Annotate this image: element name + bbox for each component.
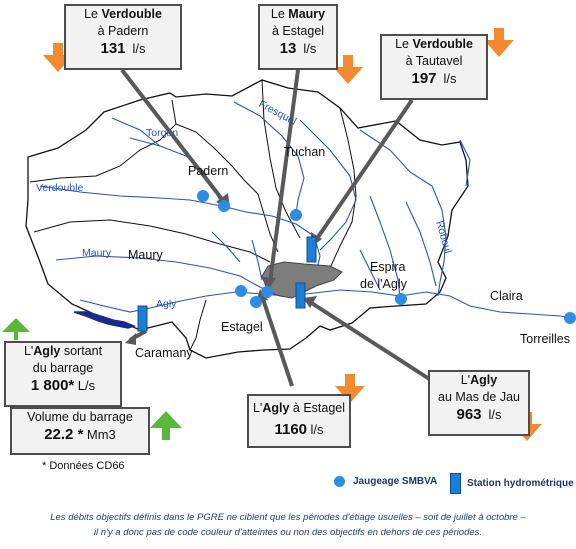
hydrometric-stations — [137, 236, 317, 332]
place-padern: Padern — [188, 164, 228, 178]
place-estagel: Estagel — [221, 320, 263, 334]
place-espira-2: de l'Agly — [360, 277, 408, 291]
jaugeage-points — [197, 190, 576, 324]
footer-line-1: Les débits objectifs définis dans le PGR… — [50, 512, 526, 523]
river-label-verdouble: Verdouble — [36, 182, 83, 194]
jaugeage-dot-icon — [334, 476, 345, 487]
river-label-agly: Agly — [156, 298, 177, 310]
box-volume-barrage: Volume du barrage 22.2 * Mm3 — [10, 407, 150, 455]
place-caramany: Caramany — [135, 346, 193, 360]
box-agly-estagel: L'Agly à Estagel 1160 l/s — [247, 394, 351, 448]
jaugeage-point — [197, 190, 209, 202]
place-torreilles: Torreilles — [520, 332, 570, 346]
jaugeage-point — [235, 285, 247, 297]
agly-gorge-area — [261, 261, 343, 299]
legend-jaugeage-label: Jaugeage SMBVA — [353, 476, 438, 487]
station-rect-icon — [450, 473, 461, 494]
trend-up-arrow — [150, 411, 182, 440]
legend-jaugeage: Jaugeage SMBVA — [334, 476, 437, 487]
box-verdouble-padern: Le Verdouble à Padern 131 l/s — [64, 4, 182, 70]
sub-basin-boundaries — [29, 79, 357, 351]
legend-station-label: Station hydrométrique — [467, 478, 574, 489]
trend-down-arrow — [335, 374, 365, 403]
box-verdouble-tautavel: Le Verdouble à Tautavel 197 l/s — [380, 34, 488, 100]
trend-down-arrow — [484, 28, 514, 57]
jaugeage-point — [395, 293, 407, 305]
river-label-maury: Maury — [82, 247, 112, 259]
place-tuchan: Tuchan — [284, 145, 325, 159]
data-source-note: * Données CD66 — [42, 460, 125, 472]
station-marker — [295, 282, 306, 309]
place-maury: Maury — [128, 248, 163, 262]
box-agly-barrage: L'Agly sortant du barrage 1 800* L/s — [4, 341, 122, 407]
footer-line-2: il n'y a donc pas de code couleur d'atte… — [93, 527, 483, 538]
trend-down-arrow — [43, 43, 73, 72]
jaugeage-point — [564, 312, 576, 324]
station-marker — [306, 236, 317, 263]
river-label-torgan: Torgan — [146, 127, 178, 139]
station-pointers — [120, 68, 436, 387]
jaugeage-point — [218, 200, 230, 212]
trend-down-arrow — [333, 55, 363, 84]
trend-arrows-up — [2, 318, 182, 440]
jaugeage-point — [261, 286, 273, 298]
jaugeage-point — [290, 209, 302, 221]
place-espira-1: Espira — [370, 260, 405, 274]
trend-up-arrow — [2, 318, 30, 340]
legend-station: Station hydrométrique — [450, 473, 574, 494]
box-agly-masdejau: L'Agly au Mas de Jau 963 l/s — [428, 370, 530, 436]
station-marker — [137, 305, 148, 332]
box-maury-estagel: Le Maury à Estagel 13 l/s — [258, 4, 338, 70]
place-claira: Claira — [490, 289, 523, 303]
jaugeage-point — [250, 296, 262, 308]
reservoir-caramany — [73, 311, 137, 329]
